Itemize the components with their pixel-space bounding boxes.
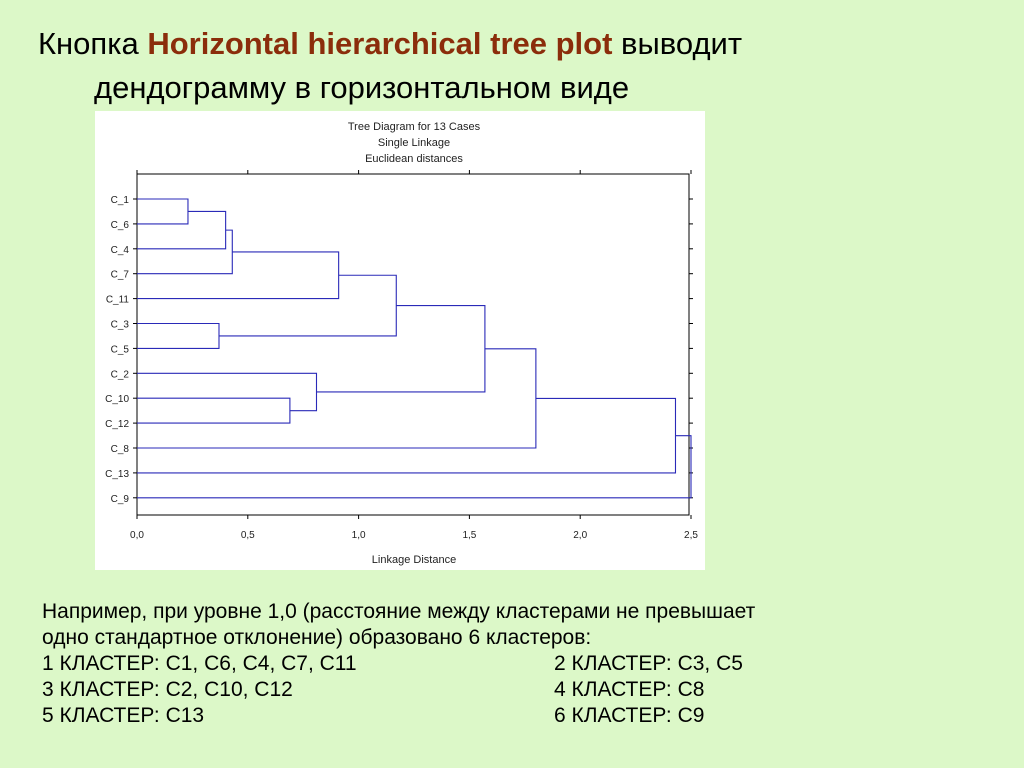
merge-link-4 (137, 322, 220, 349)
dendrogram-chart: Tree Diagram for 13 Cases Single Linkage E… (95, 111, 705, 570)
leaf-label-C_2: C_2 (111, 369, 130, 380)
chart-title-line-1: Tree Diagram for 13 Cases (348, 121, 481, 133)
x-tick-label-3: 1,5 (462, 530, 476, 541)
x-tick-label-0: 0,0 (130, 530, 144, 541)
dendrogram-svg: Tree Diagram for 13 Cases Single Linkage E… (105, 121, 698, 566)
leaf-label-C_13: C_13 (105, 469, 129, 480)
leaf-label-C_9: C_9 (111, 494, 130, 505)
explanation-text: Например, при уровне 1,0 (расстояние меж… (42, 599, 1002, 729)
x-tick-label-4: 2,0 (573, 530, 587, 541)
merge-link-3 (137, 229, 233, 275)
explanation-line2: одно стандартное отклонение) образовано … (42, 626, 592, 649)
leaf-label-C_6: C_6 (111, 220, 130, 231)
leaf-label-C_5: C_5 (111, 344, 130, 355)
x-axis-label: Linkage Distance (372, 554, 456, 566)
cluster-6-label: 6 КЛАСТЕР: С9 (554, 704, 705, 727)
merge-link-5 (137, 397, 291, 424)
cluster-row-3: 5 КЛАСТЕР: С13 6 КЛАСТЕР: С9 (42, 703, 1002, 729)
leaf-label-C_8: C_8 (111, 444, 130, 455)
title-highlight: Horizontal hierarchical tree plot (147, 26, 613, 61)
leaf-label-C_1: C_1 (111, 195, 130, 206)
leaf-label-C_12: C_12 (105, 419, 129, 430)
x-tick-label-2: 1,0 (352, 530, 366, 541)
merge-link-7 (137, 251, 340, 300)
leaf-label-C_7: C_7 (111, 270, 130, 281)
title-prefix: Кнопка (38, 26, 148, 61)
cluster-5-label: 5 КЛАСТЕР: С13 (42, 704, 205, 727)
x-tick-label-1: 0,5 (241, 530, 255, 541)
plot-frame (136, 173, 690, 516)
merge-link-11 (137, 397, 677, 474)
leaf-label-C_3: C_3 (111, 320, 130, 331)
cluster-3-label: 3 КЛАСТЕР: С2, С10, С12 (42, 678, 293, 701)
merge-link-2 (137, 210, 227, 250)
title-suffix: выводит (612, 26, 743, 61)
leaf-label-C_11: C_11 (106, 295, 130, 306)
merge-link-8 (218, 274, 397, 337)
cluster-4-label: 4 КЛАСТЕР: С8 (554, 678, 705, 701)
chart-title-line-2: Single Linkage (378, 137, 450, 149)
leaf-label-C_10: C_10 (105, 394, 129, 405)
leaf-label-C_4: C_4 (111, 245, 130, 256)
merge-link-12 (137, 435, 692, 499)
merge-link-9 (316, 305, 486, 393)
slide-title: Кнопка Horizontal hierarchical tree plot… (38, 22, 998, 110)
cluster-row-2: 3 КЛАСТЕР: С2, С10, С12 4 КЛАСТЕР: С8 (42, 677, 1002, 703)
chart-title-line-3: Euclidean distances (365, 153, 463, 165)
cluster-row-1: 1 КЛАСТЕР: С1, С6, С4, С7, С11 2 КЛАСТЕР… (42, 651, 1002, 677)
merge-link-1 (137, 198, 189, 225)
x-tick-label-5: 2,5 (684, 530, 698, 541)
explanation-line1: Например, при уровне 1,0 (расстояние меж… (42, 600, 756, 623)
cluster-1-label: 1 КЛАСТЕР: С1, С6, С4, С7, С11 (42, 652, 357, 675)
cluster-2-label: 2 КЛАСТЕР: С3, С5 (554, 652, 743, 675)
title-line2: дендограмму в горизонтальном виде (94, 70, 630, 105)
